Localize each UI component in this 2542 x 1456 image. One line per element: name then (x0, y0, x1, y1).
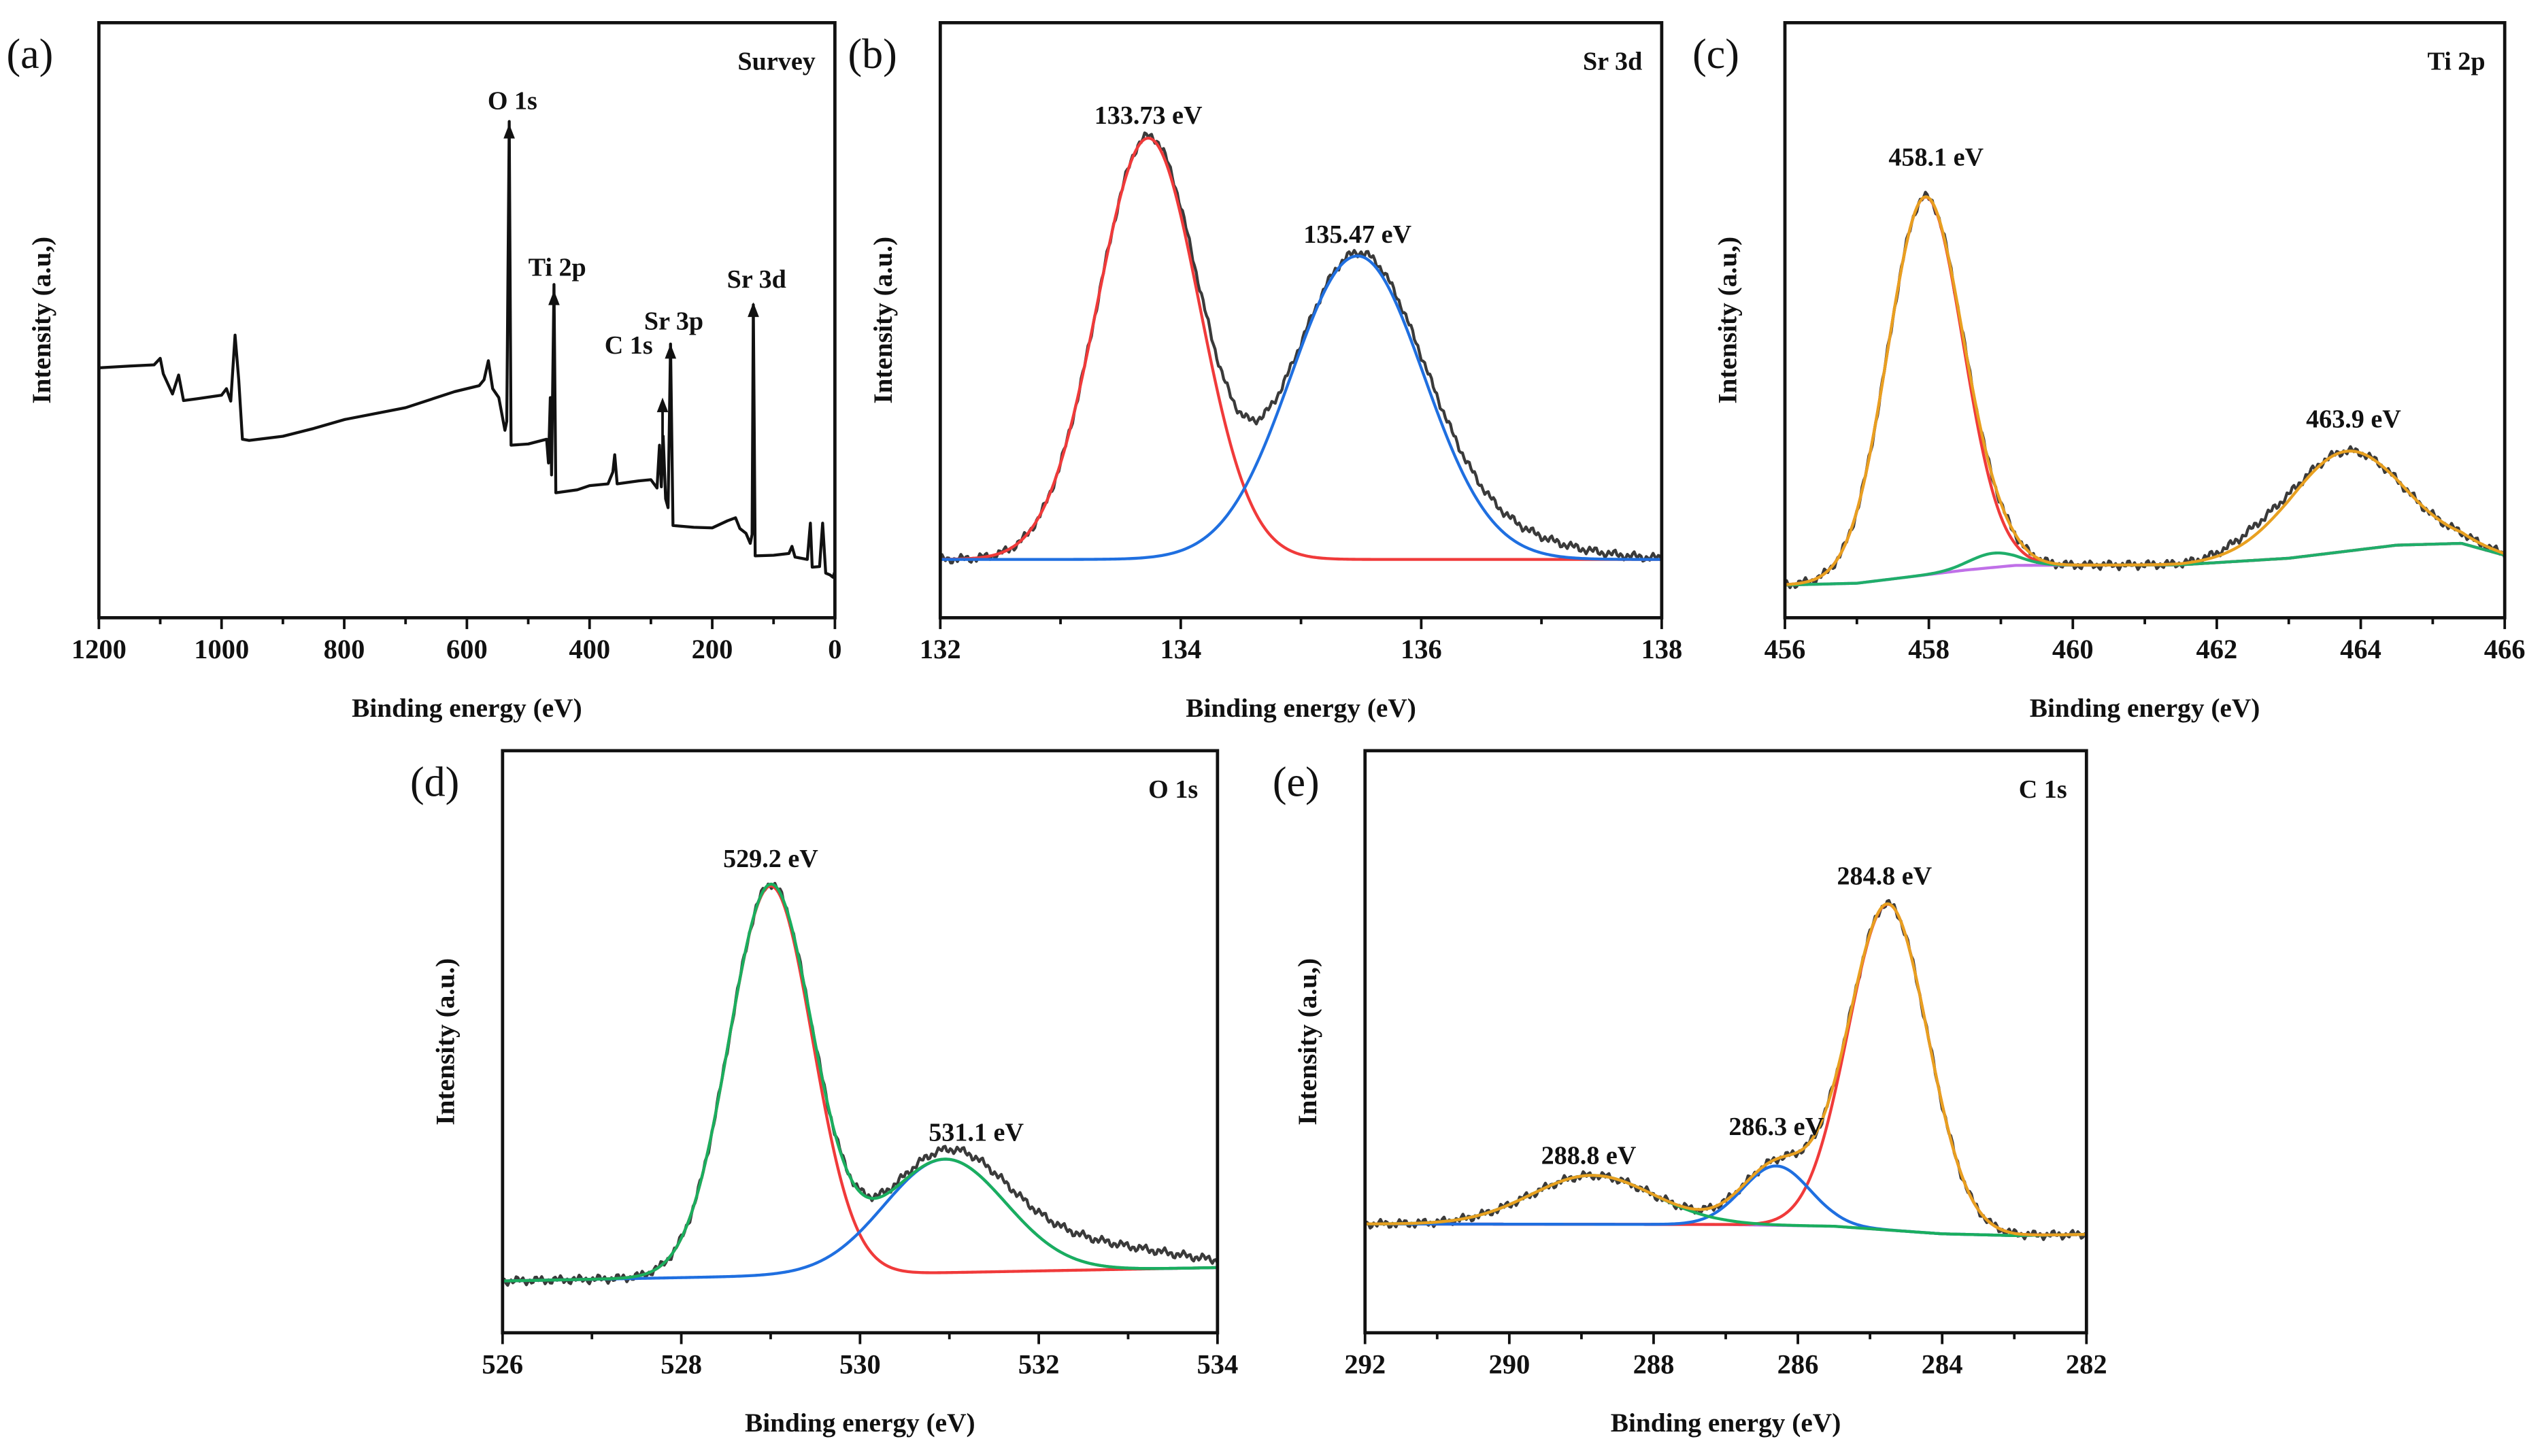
plot-area (99, 120, 837, 579)
x-tick-label: 138 (1641, 634, 1682, 664)
panel-e: 292 290 288 286 284 282 Binding energy (eV) Int… (1273, 749, 2107, 1438)
panel-title: Survey (737, 48, 815, 76)
peak-label: 531.1 eV (929, 1118, 1024, 1147)
x-tick-label: 1200 (71, 634, 127, 664)
y-axis-label: Intensity (a.u,) (1713, 237, 1743, 404)
x-tick-label: 534 (1197, 1349, 1238, 1379)
panel-title: O 1s (1148, 775, 1198, 804)
x-tick-label: 136 (1401, 634, 1442, 664)
peak-label: 284.8 eV (1837, 862, 1932, 891)
x-tick-label: 460 (2052, 634, 2094, 664)
arrow-head-icon (503, 124, 515, 139)
panel-letter: (b) (848, 31, 897, 78)
x-tick-label: 134 (1160, 634, 1201, 664)
x-axis-label: Binding energy (eV) (2030, 693, 2260, 723)
panel-title: Sr 3d (1583, 48, 1642, 76)
component-sr-3d3-2-line (940, 254, 1662, 561)
peak-label: 133.73 eV (1094, 101, 1203, 130)
peak-label: 463.9 eV (2306, 405, 2401, 433)
x-tick-label: 600 (446, 634, 488, 664)
x-tick-label: 284 (1922, 1349, 1963, 1379)
x-tick-label: 400 (569, 634, 610, 664)
plot-area (1363, 899, 2088, 1241)
x-tick-label: 528 (660, 1349, 702, 1379)
arrow-head-icon (665, 343, 677, 359)
y-axis-label: Intensity (a.u,) (27, 237, 56, 404)
plot-area (501, 881, 1219, 1287)
panel-title: C 1s (2019, 775, 2067, 804)
plot-frame (1783, 20, 2507, 620)
fit-envelope-line (1365, 902, 2087, 1237)
x-tick-label: 466 (2484, 634, 2526, 664)
x-tick-label: 1000 (194, 634, 249, 664)
peak-label: 458.1 eV (1888, 143, 1984, 171)
experimental-data-line (1363, 899, 2088, 1241)
panel-d: 526 528 530 532 534 Binding energy (eV) Intens… (410, 749, 1238, 1438)
x-axis-label: Binding energy (eV) (745, 1408, 975, 1438)
y-axis-label: Intensity (a.u.) (868, 237, 898, 404)
panel-letter: (c) (1692, 31, 1739, 78)
plot-frame (97, 20, 837, 620)
x-tick-label: 800 (324, 634, 365, 664)
x-axis-label: Binding energy (eV) (352, 693, 582, 723)
x-tick-label: 458 (1908, 634, 1950, 664)
plot-frame (938, 20, 1664, 620)
peak-label: 288.8 eV (1541, 1142, 1637, 1170)
x-tick-label: 132 (920, 634, 961, 664)
component-ti-2p3-2-line (1784, 195, 2505, 586)
x-tick-label: 526 (482, 1349, 523, 1379)
plot-frame (501, 749, 1220, 1335)
x-tick-label: 288 (1633, 1349, 1675, 1379)
panel-c: 456 458 460 462 464 466 Binding energy (eV) Int… (1692, 20, 2526, 723)
component-lattice-o-line (502, 884, 1218, 1283)
x-axis-label: Binding energy (eV) (1186, 693, 1416, 723)
x-tick-label: 292 (1344, 1349, 1386, 1379)
panel-letter: (e) (1273, 760, 1320, 806)
panel-b: 132 134 136 138 Binding energy (eV) Intensity… (848, 20, 1682, 723)
x-tick-label: 0 (828, 634, 841, 664)
y-axis-label: Intensity (a.u,) (1292, 958, 1322, 1125)
plot-area (1784, 190, 2507, 590)
panel-letter: (d) (410, 760, 459, 806)
x-tick-label: 532 (1018, 1349, 1060, 1379)
arrow-head-icon (748, 302, 759, 318)
peak-label: 135.47 eV (1303, 220, 1411, 249)
y-axis-label: Intensity (a.u.) (430, 958, 460, 1125)
x-tick-label: 290 (1488, 1349, 1530, 1379)
x-tick-label: 530 (839, 1349, 881, 1379)
component-c-c-line (1365, 902, 2087, 1237)
x-tick-label: 286 (1777, 1349, 1819, 1379)
peak-label: C 1s (605, 331, 653, 360)
x-tick-label: 200 (692, 634, 733, 664)
arrow-head-icon (548, 290, 560, 305)
plot-frame (1363, 749, 2088, 1335)
panel-a: 1200 1000 800 600 400 200 0 Binding energy (eV)… (7, 20, 842, 723)
peak-label: 286.3 eV (1728, 1113, 1824, 1141)
x-tick-label: 282 (2066, 1349, 2107, 1379)
panel-title: Ti 2p (2427, 48, 2485, 76)
plot-area (939, 131, 1663, 564)
panel-letter: (a) (7, 31, 54, 78)
peak-label: Ti 2p (529, 254, 586, 282)
peak-label: O 1s (488, 87, 537, 116)
peak-label: 529.2 eV (723, 845, 818, 873)
x-tick-label: 456 (1765, 634, 1806, 664)
x-tick-label: 462 (2196, 634, 2238, 664)
arrow-head-icon (656, 397, 669, 413)
x-tick-label: 464 (2340, 634, 2381, 664)
peak-label: Sr 3p (644, 307, 703, 335)
x-axis-label: Binding energy (eV) (1611, 1408, 1841, 1438)
component-surface-oh-line (502, 1157, 1218, 1283)
peak-label: Sr 3d (727, 265, 786, 294)
fit-envelope-line (502, 882, 1218, 1283)
component-sr-3d5-2-line (940, 136, 1662, 561)
fit-envelope-line (1784, 195, 2505, 586)
experimental-data-line (1784, 190, 2507, 590)
experimental-data-line (501, 881, 1219, 1287)
survey-spectrum (99, 120, 837, 579)
